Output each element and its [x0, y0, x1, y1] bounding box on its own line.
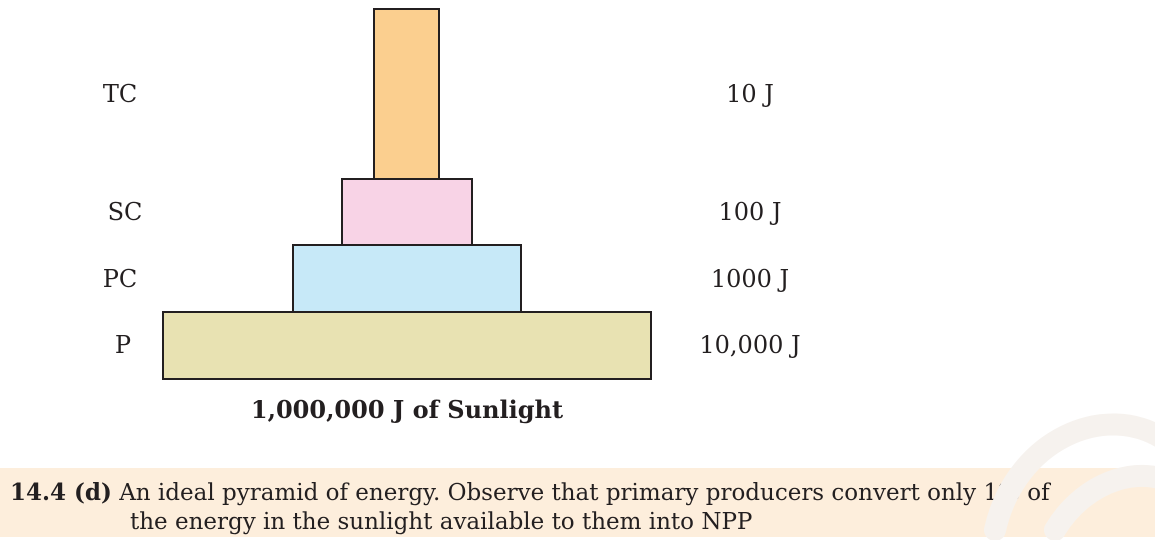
pyramid-bar-pc — [292, 244, 522, 313]
level-label-tc: TC — [102, 80, 138, 108]
level-label-sc: SC — [107, 198, 143, 226]
figure-number: 14.4 (d) — [10, 479, 112, 506]
pyramid-bar-tc — [373, 8, 440, 180]
pyramid-bar-sc — [341, 178, 473, 246]
level-label-p: P — [114, 331, 132, 359]
energy-label-pc: 1000 J — [710, 265, 790, 293]
figure-caption: 14.4 (d) An ideal pyramid of energy. Obs… — [10, 478, 1150, 537]
energy-label-sc: 100 J — [718, 198, 782, 226]
caption-line-2: the energy in the sunlight available to … — [130, 509, 753, 535]
energy-label-tc: 10 J — [726, 80, 774, 108]
energy-label-p: 10,000 J — [699, 331, 801, 359]
level-label-pc: PC — [102, 265, 138, 293]
pyramid-bar-p — [162, 311, 652, 380]
caption-band — [0, 468, 1155, 537]
energy-pyramid-diagram: TC SC PC P 10 J 100 J 1000 J 10,000 J 1,… — [102, 8, 801, 424]
caption-line-1: An ideal pyramid of energy. Observe that… — [119, 480, 1050, 506]
sunlight-base-label: 1,000,000 J of Sunlight — [250, 395, 564, 424]
